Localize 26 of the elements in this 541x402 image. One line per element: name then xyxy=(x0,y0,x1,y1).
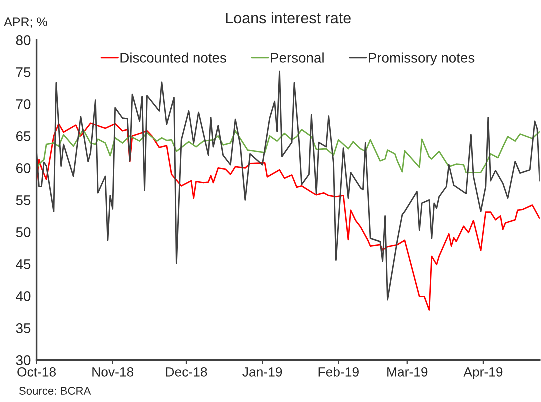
line-series xyxy=(36,129,540,174)
y-tick-label: 35 xyxy=(16,324,31,334)
x-tick-label: Feb-19 xyxy=(318,367,359,377)
y-axis-title: APR; % xyxy=(4,18,48,28)
y-tick-label: 45 xyxy=(16,260,31,270)
x-tick-label: Mar-19 xyxy=(388,367,428,377)
y-tick-label: 80 xyxy=(16,36,31,46)
y-tick-label: 75 xyxy=(16,68,31,78)
x-tick-label: Oct-18 xyxy=(18,367,56,377)
chart-title: Loans interest rate xyxy=(226,12,351,24)
y-tick-label: 40 xyxy=(16,292,31,302)
legend-label: Personal xyxy=(271,52,324,63)
x-tick-label: Dec-18 xyxy=(166,367,208,377)
legend-label: Discounted notes xyxy=(120,52,226,63)
x-tick-label: Nov-18 xyxy=(92,367,134,377)
line-series xyxy=(36,122,540,311)
y-tick-label: 30 xyxy=(16,356,31,366)
source-note: Source: BCRA xyxy=(19,387,92,395)
y-tick-label: 60 xyxy=(16,164,31,174)
x-tick-label: Apr-19 xyxy=(464,367,503,380)
y-tick-label: 50 xyxy=(16,228,31,238)
y-tick-label: 65 xyxy=(16,132,31,142)
y-tick-label: 55 xyxy=(16,196,31,206)
legend-label: Promissory notes xyxy=(369,52,475,66)
x-tick-label: Jan-19 xyxy=(242,367,282,377)
y-tick-label: 70 xyxy=(16,100,31,110)
